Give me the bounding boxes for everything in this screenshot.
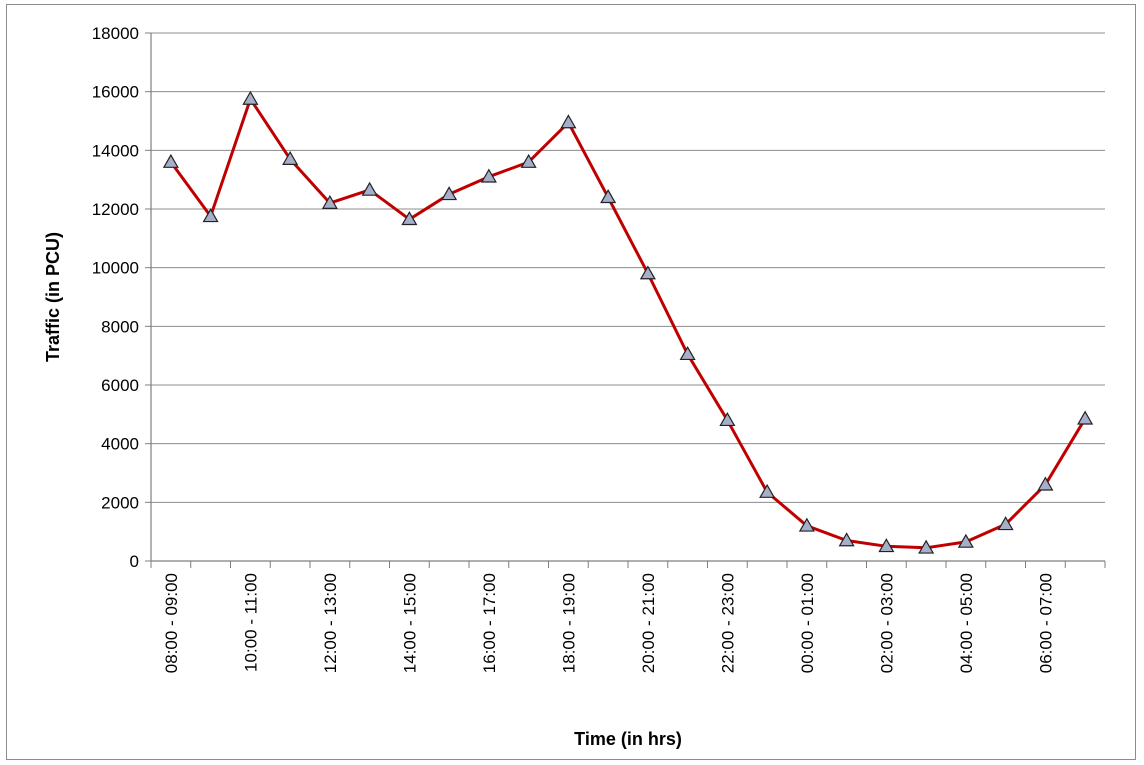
x-tick-label: 08:00 - 09:00 <box>162 573 181 673</box>
data-point-marker <box>202 208 219 223</box>
data-point-marker <box>798 517 815 532</box>
data-point-marker <box>600 189 617 204</box>
gridlines <box>151 32 1105 503</box>
y-tick-label: 16000 <box>92 83 139 102</box>
data-point-marker <box>759 483 776 498</box>
axes <box>145 32 1106 568</box>
y-tick-labels: 0 2000 4000 6000 8000 10000 12000 14000 16000 180… <box>92 24 139 571</box>
data-point-marker <box>679 345 696 361</box>
data-point-marker <box>441 186 458 201</box>
data-point-marker <box>838 532 855 547</box>
data-point-marker <box>560 114 577 129</box>
data-point-marker <box>242 90 259 105</box>
data-point-marker <box>997 516 1014 531</box>
data-point-marker <box>162 153 179 168</box>
x-tick-label: 18:00 - 19:00 <box>559 573 578 673</box>
x-axis-title: Time (in hrs) <box>574 729 682 749</box>
x-tick-label: 06:00 - 07:00 <box>1036 573 1055 673</box>
x-tick-label: 12:00 - 13:00 <box>321 573 340 673</box>
x-tick-labels: 08:00 - 09:00 10:00 - 11:00 12:00 - 13:00 1… <box>162 573 1056 673</box>
x-tick-label: 14:00 - 15:00 <box>400 573 419 673</box>
data-point-marker <box>918 539 935 554</box>
y-tick-label: 18000 <box>92 24 139 43</box>
y-tick-label: 6000 <box>101 376 139 395</box>
series-line <box>169 97 1087 550</box>
y-tick-label: 0 <box>130 552 139 571</box>
data-point-marker <box>878 538 895 553</box>
data-point-marker <box>1077 410 1094 425</box>
x-tick-label: 04:00 - 05:00 <box>957 573 976 673</box>
x-tick-label: 10:00 - 11:00 <box>241 573 260 672</box>
x-tick-label: 22:00 - 23:00 <box>718 573 737 673</box>
data-point-marker <box>321 194 338 209</box>
y-tick-label: 2000 <box>101 493 139 512</box>
y-tick-label: 12000 <box>92 200 139 219</box>
data-point-marker <box>1037 476 1054 491</box>
data-point-marker <box>719 411 736 427</box>
data-point-marker <box>520 153 537 168</box>
data-point-marker <box>361 181 378 196</box>
chart-frame: 0 2000 4000 6000 8000 10000 12000 14000 16000 180… <box>6 4 1136 760</box>
data-point-marker <box>957 533 974 548</box>
y-tick-label: 14000 <box>92 141 139 160</box>
data-point-marker <box>282 150 299 165</box>
data-markers <box>162 90 1094 554</box>
x-tick-label: 16:00 - 17:00 <box>480 573 499 673</box>
y-tick-label: 10000 <box>92 259 139 278</box>
x-tick-label: 02:00 - 03:00 <box>877 573 896 673</box>
data-point-marker <box>401 211 418 226</box>
data-point-marker <box>480 168 497 183</box>
series-line-layer <box>169 97 1087 550</box>
line-chart: 0 2000 4000 6000 8000 10000 12000 14000 16000 180… <box>43 24 1106 749</box>
y-axis-title: Traffic (in PCU) <box>43 232 63 362</box>
data-point-marker <box>639 265 656 280</box>
y-tick-label: 4000 <box>101 435 139 454</box>
x-tick-label: 00:00 - 01:00 <box>798 573 817 673</box>
x-tick-label: 20:00 - 21:00 <box>639 573 658 673</box>
y-tick-label: 8000 <box>101 317 139 336</box>
